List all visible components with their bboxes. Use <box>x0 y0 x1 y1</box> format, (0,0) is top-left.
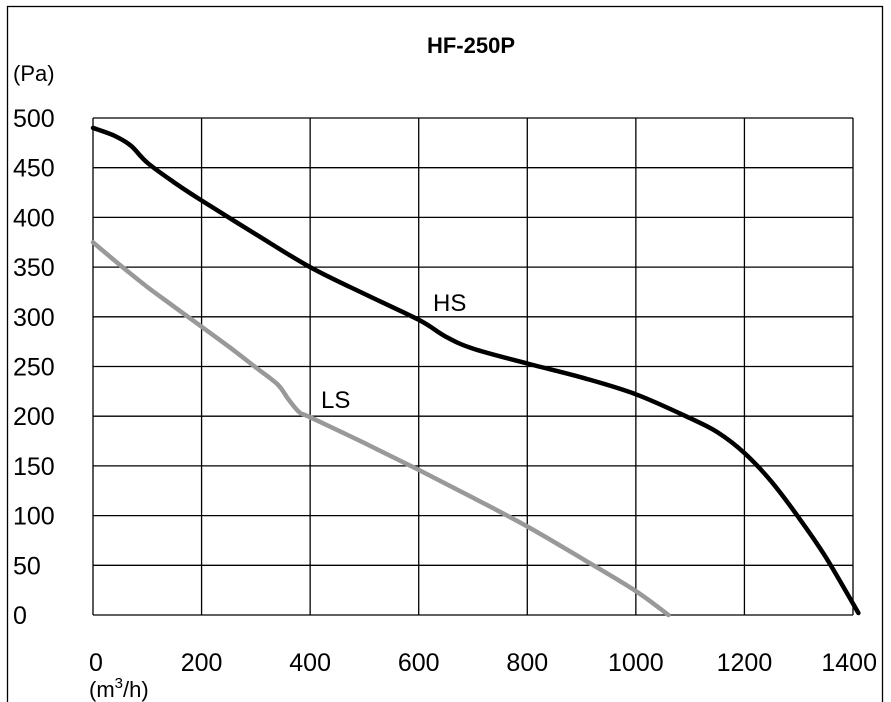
x-tick-label-1000: 1000 <box>608 649 664 677</box>
y-tick-label-350: 350 <box>13 254 55 282</box>
x-unit-prefix: (m <box>89 677 115 702</box>
x-unit-superscript: 3 <box>115 675 123 692</box>
y-axis-unit-label: (Pa) <box>13 61 55 86</box>
series-label-hs: HS <box>433 290 466 317</box>
x-tick-label-0: 0 <box>89 649 103 677</box>
x-tick-label-600: 600 <box>398 649 440 677</box>
x-axis-unit-label: (m3/h) <box>89 675 149 702</box>
y-tick-label-200: 200 <box>13 403 55 431</box>
grid-lines <box>92 117 854 616</box>
y-tick-label-250: 250 <box>13 354 55 382</box>
y-tick-label-500: 500 <box>13 105 55 133</box>
x-tick-label-800: 800 <box>506 649 548 677</box>
y-tick-label-150: 150 <box>13 453 55 481</box>
x-tick-label-1400: 1400 <box>821 649 877 677</box>
tick-labels: 0 50 100 150 200 250 300 350 400 450 500 0 200 400 600… <box>13 105 877 677</box>
chart-title: HF-250P <box>427 33 515 58</box>
y-tick-label-100: 100 <box>13 503 55 531</box>
series-line-ls <box>90 240 671 618</box>
outer-frame <box>6 5 884 702</box>
y-tick-label-50: 50 <box>13 552 41 580</box>
series-line-hs <box>90 125 861 616</box>
y-tick-label-400: 400 <box>13 204 55 232</box>
series-label-ls: LS <box>321 387 350 414</box>
x-unit-suffix: /h) <box>123 677 149 702</box>
x-tick-label-400: 400 <box>289 649 331 677</box>
y-tick-label-450: 450 <box>13 155 55 183</box>
y-tick-label-0: 0 <box>13 602 27 630</box>
y-tick-label-300: 300 <box>13 304 55 332</box>
x-tick-label-200: 200 <box>181 649 223 677</box>
series-lines <box>90 125 861 618</box>
x-tick-label-1200: 1200 <box>717 649 773 677</box>
